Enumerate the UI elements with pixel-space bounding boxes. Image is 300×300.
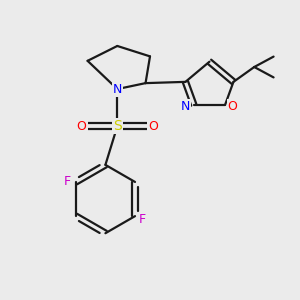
Text: S: S xyxy=(113,119,122,133)
Text: F: F xyxy=(64,176,71,188)
Text: O: O xyxy=(77,120,87,133)
Text: N: N xyxy=(181,100,190,113)
Text: O: O xyxy=(148,120,158,133)
Text: F: F xyxy=(139,213,146,226)
Text: N: N xyxy=(112,82,122,96)
Text: O: O xyxy=(228,100,238,113)
